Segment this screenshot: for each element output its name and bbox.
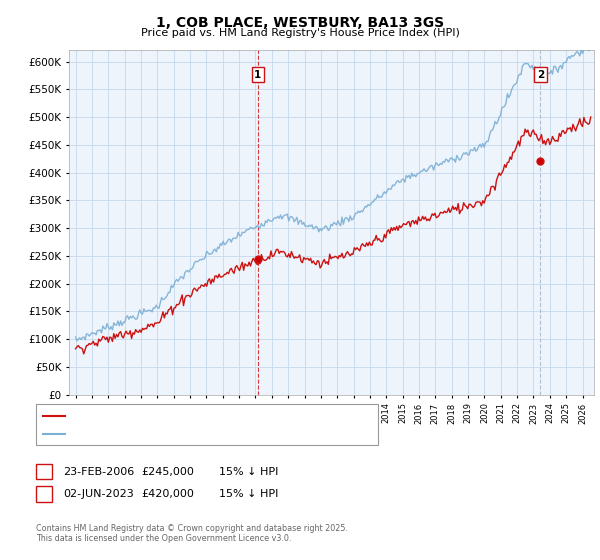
Text: 15% ↓ HPI: 15% ↓ HPI xyxy=(219,489,278,499)
Text: 1, COB PLACE, WESTBURY, BA13 3GS (detached house): 1, COB PLACE, WESTBURY, BA13 3GS (detach… xyxy=(69,411,359,421)
Text: £245,000: £245,000 xyxy=(141,466,194,477)
Text: Contains HM Land Registry data © Crown copyright and database right 2025.
This d: Contains HM Land Registry data © Crown c… xyxy=(36,524,348,543)
Text: £420,000: £420,000 xyxy=(141,489,194,499)
Text: Price paid vs. HM Land Registry's House Price Index (HPI): Price paid vs. HM Land Registry's House … xyxy=(140,28,460,38)
Text: 15% ↓ HPI: 15% ↓ HPI xyxy=(219,466,278,477)
Text: HPI: Average price, detached house, Wiltshire: HPI: Average price, detached house, Wilt… xyxy=(69,429,308,438)
Text: 1: 1 xyxy=(40,466,48,477)
Text: 23-FEB-2006: 23-FEB-2006 xyxy=(63,466,134,477)
Text: 2: 2 xyxy=(40,489,48,499)
Text: 02-JUN-2023: 02-JUN-2023 xyxy=(63,489,134,499)
Text: 2: 2 xyxy=(537,69,544,80)
Text: 1: 1 xyxy=(254,69,262,80)
Text: 1, COB PLACE, WESTBURY, BA13 3GS: 1, COB PLACE, WESTBURY, BA13 3GS xyxy=(156,16,444,30)
